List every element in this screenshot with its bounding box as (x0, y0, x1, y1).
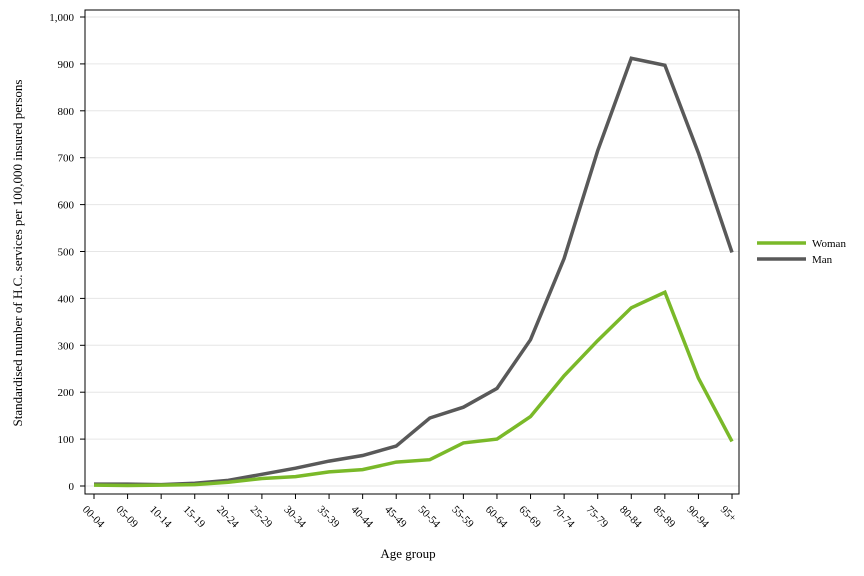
series-lines (93, 56, 734, 488)
x-tick-label: 90-94 (684, 504, 711, 531)
x-tick-label: 45-49 (382, 504, 409, 531)
x-axis: 00-04 05-09 10-14 15-19 20-24 25-29 30-34 35-39… (80, 494, 739, 531)
x-tick-label: 25-29 (248, 504, 275, 531)
y-tick-label: 1,000 (49, 12, 74, 24)
series-line-woman (93, 289, 734, 488)
legend-label-woman: Woman (812, 238, 846, 250)
y-tick-label: 200 (58, 387, 75, 399)
y-tick-label: 700 (58, 153, 75, 165)
legend: Woman Man (757, 238, 846, 266)
y-tick-label: 600 (58, 200, 75, 212)
x-tick-label: 85-89 (651, 504, 678, 531)
x-tick-label: 00-04 (80, 504, 107, 531)
x-tick-label: 65-69 (516, 504, 543, 531)
x-tick-label: 80-84 (617, 504, 644, 531)
x-tick-label: 40-44 (349, 504, 376, 531)
x-tick-label: 70-74 (550, 504, 577, 531)
y-tick-label: 100 (58, 434, 75, 446)
y-axis-title: Standardised number of H.C. services per… (10, 80, 25, 427)
y-axis: 0 100 200 300 400 500 600 700 800 900 1,000 (49, 12, 85, 493)
y-tick-label: 800 (58, 106, 75, 118)
legend-label-man: Man (812, 254, 833, 266)
y-tick-label: 300 (58, 340, 75, 352)
x-tick-label: 50-54 (416, 504, 443, 531)
y-tick-label: 500 (58, 247, 75, 259)
x-tick-label: 15-19 (181, 504, 208, 531)
x-tick-label: 95+ (718, 504, 739, 525)
x-tick-label: 55-59 (449, 504, 476, 531)
gridlines (85, 16, 739, 487)
x-tick-label: 30-34 (281, 504, 308, 531)
x-tick-label: 35-39 (315, 504, 342, 531)
x-tick-label: 60-64 (483, 504, 510, 531)
x-tick-label: 75-79 (584, 504, 611, 531)
y-tick-label: 0 (69, 481, 75, 493)
x-axis-title: Age group (380, 546, 435, 561)
y-tick-label: 400 (58, 293, 75, 305)
x-tick-label: 10-14 (147, 504, 174, 531)
series-line-man (94, 56, 734, 487)
x-tick-label: 20-24 (214, 504, 241, 531)
x-tick-label: 05-09 (113, 504, 140, 531)
y-tick-label: 900 (58, 59, 75, 71)
